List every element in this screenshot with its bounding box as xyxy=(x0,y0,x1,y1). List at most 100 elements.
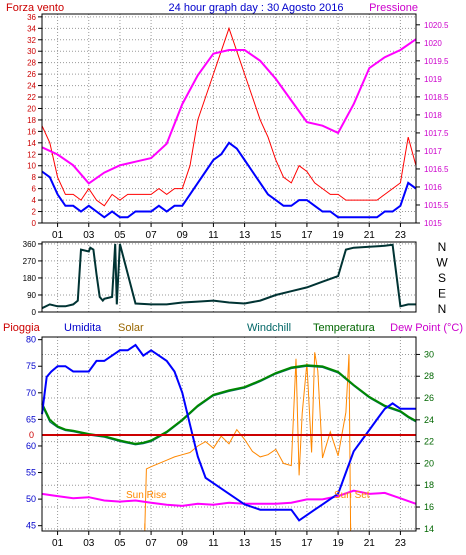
panel2-left-ticks: 0 90 180 270 360 xyxy=(23,240,42,317)
rain-axis-title: Pioggia xyxy=(3,322,41,334)
p3-ytick-right-label-6: 26 xyxy=(424,393,434,403)
x-tick-label-p3-1: 03 xyxy=(83,538,95,549)
p3-ytick-left-label-3: 60 xyxy=(26,441,36,451)
x-tick-label-p1-10: 21 xyxy=(364,230,376,241)
p1-ytick-left-label-1: 2 xyxy=(32,208,37,217)
p1-ytick-left-label-9: 18 xyxy=(27,116,36,125)
x-tick-label-p3-0: 01 xyxy=(52,538,64,549)
p1-ytick-right-label-0: 1015 xyxy=(424,219,442,228)
x-tick-label-p1-0: 01 xyxy=(52,230,64,241)
p2-ytick-label-2: 180 xyxy=(23,274,37,283)
panel1-x-ticks: 01 03 05 07 09 11 13 15 17 19 21 23 xyxy=(52,223,406,241)
p3-ytick-right-label-4: 22 xyxy=(424,437,434,447)
direction-label-1: W xyxy=(436,256,448,270)
direction-label-3: E xyxy=(438,287,446,301)
dewpoint-axis-title: Dew Point (°C) xyxy=(390,322,463,334)
p3-ytick-left-label-0: 45 xyxy=(26,521,36,531)
series-temperature xyxy=(41,364,417,445)
x-tick-label-p3-11: 23 xyxy=(395,538,407,549)
rain-zero-label: 0 xyxy=(29,430,34,440)
x-tick-label-p3-10: 21 xyxy=(364,538,376,549)
p1-ytick-right-label-4: 1017 xyxy=(424,147,442,156)
series-solar xyxy=(144,352,352,529)
x-tick-label-p1-1: 03 xyxy=(83,230,95,241)
p1-ytick-left-label-16: 32 xyxy=(27,36,36,45)
p3-ytick-left-label-5: 70 xyxy=(26,388,36,398)
p2-ytick-label-3: 270 xyxy=(23,257,37,266)
p1-ytick-left-label-12: 24 xyxy=(27,82,36,91)
x-tick-label-p3-6: 13 xyxy=(239,538,251,549)
panel2-series xyxy=(41,243,416,310)
p3-ytick-right-label-8: 30 xyxy=(424,349,434,359)
x-tick-label-p1-9: 19 xyxy=(333,230,345,241)
x-tick-label-p3-9: 19 xyxy=(333,538,345,549)
panel3-x-ticks: 01 03 05 07 09 11 13 15 17 19 21 23 xyxy=(52,531,406,549)
solar-axis-title: Solar xyxy=(118,322,144,334)
chart-title: 24 hour graph day : 30 Agosto 2016 xyxy=(169,2,344,14)
x-tick-label-p3-4: 09 xyxy=(177,538,189,549)
direction-label-4: N xyxy=(438,302,447,316)
x-tick-label-p1-5: 11 xyxy=(208,230,219,241)
panel3-left-ticks: 45 50 55 60 65 70 75 80 xyxy=(26,335,42,531)
x-tick-label-p3-3: 07 xyxy=(146,538,158,549)
humidity-axis-title: Umidita xyxy=(64,322,102,334)
p3-ytick-right-label-1: 16 xyxy=(424,502,434,512)
panel1-frame xyxy=(41,13,417,224)
p3-ytick-right-label-7: 28 xyxy=(424,371,434,381)
p1-ytick-left-label-3: 6 xyxy=(32,185,37,194)
windchill-axis-title: Windchill xyxy=(247,322,291,334)
p3-ytick-left-label-6: 75 xyxy=(26,361,36,371)
p1-ytick-right-label-1: 1015.5 xyxy=(424,201,449,210)
panel3-frame xyxy=(41,336,417,532)
series-humidity xyxy=(41,343,416,522)
p1-ytick-left-label-13: 26 xyxy=(27,70,36,79)
p1-ytick-right-label-11: 1020.5 xyxy=(424,21,449,30)
wind-axis-title: Forza vento xyxy=(6,2,64,14)
series-pressure xyxy=(41,38,417,185)
x-tick-label-p1-8: 17 xyxy=(301,230,313,241)
p1-ytick-right-label-6: 1018 xyxy=(424,111,442,120)
series-wind_max xyxy=(41,26,417,207)
p3-ytick-right-label-0: 14 xyxy=(424,524,434,534)
p1-ytick-left-label-5: 10 xyxy=(27,162,36,171)
p1-ytick-left-label-11: 22 xyxy=(27,93,36,102)
series-dewpoint xyxy=(41,489,417,507)
p1-ytick-right-label-2: 1016 xyxy=(424,183,442,192)
p1-ytick-left-label-17: 34 xyxy=(27,24,36,33)
p1-ytick-right-label-5: 1017.5 xyxy=(424,129,449,138)
p1-ytick-left-label-0: 0 xyxy=(32,219,37,228)
p3-ytick-left-label-1: 50 xyxy=(26,494,36,504)
p1-ytick-left-label-6: 12 xyxy=(27,150,36,159)
pressure-axis-title: Pressione xyxy=(369,2,418,14)
p3-ytick-right-label-5: 24 xyxy=(424,415,434,425)
x-tick-label-p1-4: 09 xyxy=(177,230,189,241)
p1-ytick-left-label-18: 36 xyxy=(27,13,36,22)
x-tick-label-p1-6: 13 xyxy=(239,230,251,241)
p3-ytick-right-label-3: 20 xyxy=(424,458,434,468)
x-tick-label-p3-7: 15 xyxy=(270,538,282,549)
panel2-frame xyxy=(41,241,417,313)
x-tick-label-p1-3: 07 xyxy=(146,230,158,241)
x-tick-label-p3-5: 11 xyxy=(208,538,219,549)
p3-ytick-left-label-2: 55 xyxy=(26,468,36,478)
p1-ytick-left-label-7: 14 xyxy=(27,139,36,148)
panel1-series xyxy=(41,26,417,219)
panel3-right-ticks: 14 16 18 20 22 24 26 28 30 xyxy=(416,349,434,534)
p1-ytick-left-label-10: 20 xyxy=(27,104,36,113)
p3-ytick-left-label-7: 80 xyxy=(26,335,36,345)
x-tick-label-p3-2: 05 xyxy=(114,538,126,549)
p3-ytick-left-label-4: 65 xyxy=(26,414,36,424)
p1-ytick-right-label-8: 1019 xyxy=(424,75,442,84)
p1-ytick-left-label-14: 28 xyxy=(27,59,36,68)
x-tick-label-p3-8: 17 xyxy=(301,538,313,549)
p1-ytick-right-label-9: 1019.5 xyxy=(424,57,449,66)
x-tick-label-p1-2: 05 xyxy=(114,230,126,241)
p1-ytick-left-label-2: 4 xyxy=(32,196,37,205)
p1-ytick-left-label-8: 16 xyxy=(27,127,36,136)
p1-ytick-right-label-7: 1018.5 xyxy=(424,93,449,102)
p2-ytick-label-1: 90 xyxy=(27,291,36,300)
p1-ytick-right-label-3: 1016.5 xyxy=(424,165,449,174)
